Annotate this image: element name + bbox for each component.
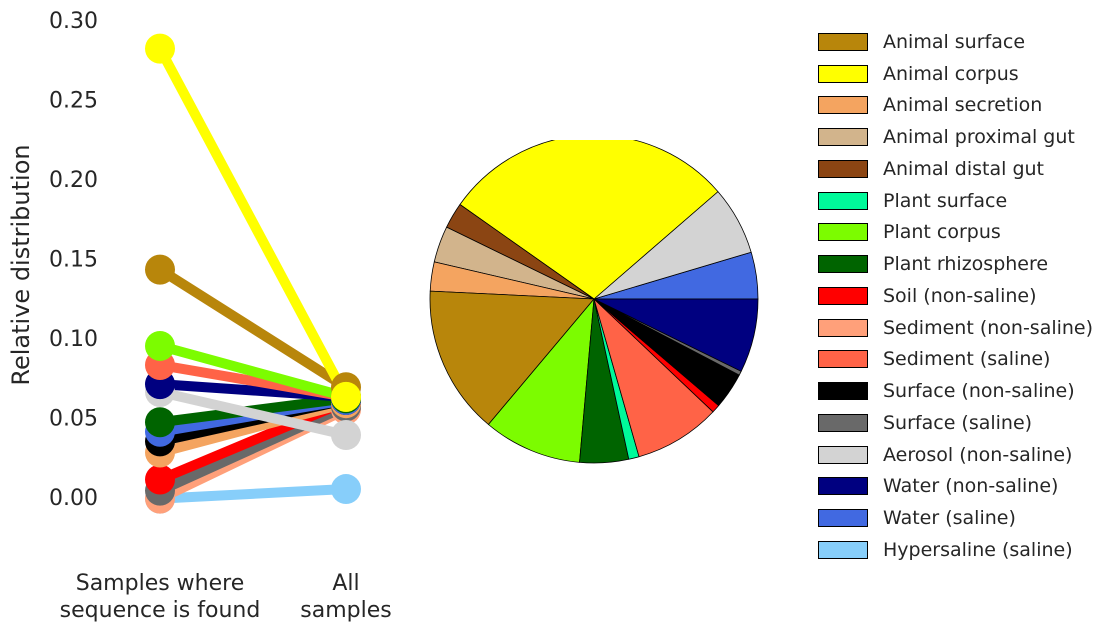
legend-label: Animal distal gut [883, 157, 1044, 180]
legend-item: Animal proximal gut [818, 121, 1093, 153]
pie-slices [429, 140, 759, 464]
legend-label: Plant surface [883, 189, 1008, 212]
series-points [145, 33, 361, 514]
legend-label: Aerosol (non-saline) [883, 443, 1073, 466]
x-tick-label: All [332, 571, 359, 596]
series-point [145, 254, 175, 285]
legend-swatch [818, 286, 868, 305]
y-tick-label: 0.30 [49, 9, 98, 34]
legend-label: Sediment (saline) [883, 348, 1051, 371]
legend-item: Sediment (saline) [818, 344, 1093, 376]
legend-swatch [818, 540, 868, 559]
pie-slice [488, 298, 595, 463]
legend-label: Soil (non-saline) [883, 284, 1037, 307]
legend-label: Water (saline) [883, 507, 1016, 530]
series-point [145, 464, 175, 495]
series-point [331, 381, 361, 412]
series-line [155, 264, 351, 393]
legend-label: Animal proximal gut [883, 126, 1075, 149]
legend: Animal surface Animal corpus Animal secret… [818, 26, 1093, 566]
x-tick-label: Samples where [76, 571, 245, 596]
x-tick-label: samples [300, 598, 391, 623]
legend-item: Surface (non-saline) [818, 375, 1093, 407]
legend-swatch [818, 382, 868, 401]
series-line [155, 387, 351, 440]
y-tick-label: 0.05 [49, 407, 98, 432]
legend-label: Sediment (non-saline) [883, 316, 1094, 339]
series-line [155, 401, 351, 496]
series-point [331, 419, 361, 450]
y-tick-label: 0.00 [49, 486, 98, 511]
legend-swatch [818, 159, 868, 178]
y-tick-labels: 0.00 0.05 0.10 0.15 0.20 0.25 0.30 [49, 9, 98, 511]
legend-item: Water (saline) [818, 502, 1093, 534]
pie-slice [593, 298, 759, 372]
legend-swatch [818, 350, 868, 369]
pie-slice [593, 298, 714, 458]
y-tick-label: 0.10 [49, 327, 98, 352]
legend-swatch [818, 223, 868, 242]
pie-slice [459, 140, 719, 300]
series-point [331, 474, 361, 505]
legend-item: Aerosol (non-saline) [818, 439, 1093, 471]
legend-swatch [818, 509, 868, 528]
y-axis-label: Relative distribution [7, 144, 35, 385]
legend-swatch [818, 318, 868, 337]
series-line [155, 43, 351, 402]
legend-item: Animal corpus [818, 58, 1093, 90]
legend-swatch [818, 96, 868, 115]
legend-item: Hypersaline (saline) [818, 534, 1093, 566]
series-point [145, 33, 175, 64]
pie-chart [429, 140, 759, 464]
legend-swatch [818, 64, 868, 83]
series-point [145, 407, 175, 438]
series-line [155, 340, 351, 402]
legend-swatch [818, 413, 868, 432]
legend-label: Surface (saline) [883, 411, 1033, 434]
legend-swatch [818, 255, 868, 274]
legend-item: Plant corpus [818, 217, 1093, 249]
y-tick-label: 0.25 [49, 89, 98, 114]
legend-swatch [818, 477, 868, 496]
legend-label: Plant rhizosphere [883, 253, 1049, 276]
legend-item: Animal secretion [818, 90, 1093, 122]
legend-swatch [818, 445, 868, 464]
legend-label: Surface (non-saline) [883, 380, 1075, 403]
legend-label: Animal surface [883, 30, 1026, 53]
legend-swatch [818, 128, 868, 147]
legend-item: Sediment (non-saline) [818, 312, 1093, 344]
legend-label: Animal corpus [883, 62, 1019, 85]
pie-slice [429, 290, 595, 425]
legend-item: Water (non-saline) [818, 471, 1093, 503]
y-tick-label: 0.15 [49, 248, 98, 273]
legend-label: Water (non-saline) [883, 475, 1059, 498]
legend-label: Hypersaline (saline) [883, 538, 1073, 561]
legend-item: Surface (saline) [818, 407, 1093, 439]
slope-chart: Relative distribution 0.000.050.100.150.… [7, 9, 392, 623]
legend-swatch [818, 32, 868, 51]
legend-label: Plant corpus [883, 221, 1001, 244]
x-tick-label: sequence is found [60, 598, 261, 623]
legend-item: Soil (non-saline) [818, 280, 1093, 312]
legend-label: Animal secretion [883, 94, 1043, 117]
series-lines [155, 43, 351, 504]
legend-item: Animal distal gut [818, 153, 1093, 185]
legend-swatch [818, 191, 868, 210]
legend-item: Plant surface [818, 185, 1093, 217]
series-line [155, 484, 351, 504]
series-point [145, 330, 175, 361]
legend-item: Animal surface [818, 26, 1093, 58]
y-tick-label: 0.20 [49, 168, 98, 193]
legend-item: Plant rhizosphere [818, 248, 1093, 280]
